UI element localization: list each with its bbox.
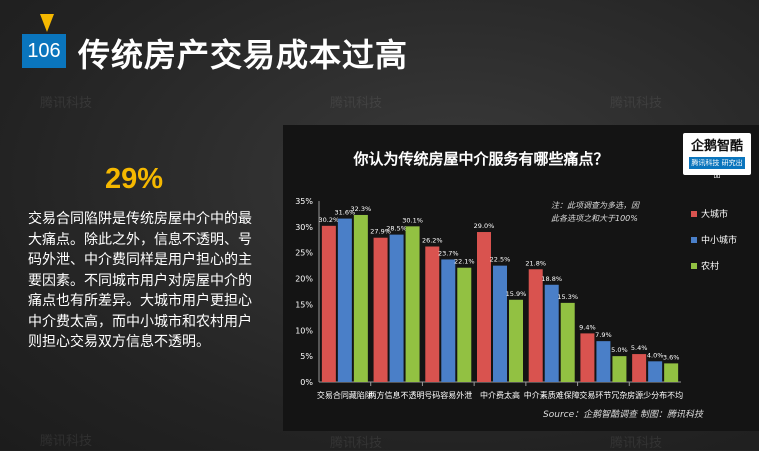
y-tick-label: 25% [295, 249, 313, 258]
data-label: 5.4% [631, 344, 648, 352]
data-label: 21.8% [525, 259, 546, 267]
y-tick-label: 15% [295, 300, 313, 309]
brand-logo: 企鹅智酷 腾讯科技 研究出品 [683, 133, 751, 179]
bar-大城市 [321, 225, 336, 382]
x-tick-label: 号码容易外泄 [424, 390, 472, 400]
bar-中小城市 [337, 218, 352, 382]
bar-大城市 [528, 269, 543, 382]
bar-农村 [664, 363, 679, 382]
data-label: 5.0% [611, 346, 628, 354]
data-label: 7.9% [595, 331, 612, 339]
highlight-percent: 29% [105, 163, 164, 195]
x-tick-label: 房源少分布不均 [627, 390, 683, 400]
legend-swatch-农村 [691, 263, 697, 269]
legend-swatch-大城市 [691, 211, 697, 217]
brand-logo-name: 企鹅智酷 [690, 139, 743, 154]
watermark-text: 腾讯科技 [330, 96, 383, 111]
summary-text: 交易合同陷阱是传统房屋中介中的最大痛点。除此之外，信息不透明、号码外泄、中介费同… [28, 211, 252, 350]
slide-number: 106 [22, 34, 66, 68]
bar-中小城市 [441, 259, 456, 382]
data-label: 32.3% [351, 205, 372, 213]
x-tick-label: 交易环节冗杂 [579, 390, 627, 400]
y-tick-label: 30% [295, 223, 313, 232]
bar-大城市 [632, 354, 647, 382]
x-tick-label: 两方信息不透明 [369, 390, 425, 400]
bar-农村 [612, 356, 627, 382]
bar-农村 [405, 226, 420, 382]
page-title: 传统房产交易成本过高 [78, 36, 409, 74]
data-label: 15.3% [557, 293, 578, 301]
chart-title: 你认为传统房屋中介服务有哪些痛点？ [352, 150, 608, 168]
bar-大城市 [373, 237, 388, 382]
bar-大城市 [425, 246, 440, 382]
bar-中小城市 [648, 361, 663, 382]
watermark-text: 腾讯科技 [40, 96, 93, 111]
bar-中小城市 [544, 284, 559, 382]
data-label: 30.2% [319, 216, 340, 224]
data-label: 23.7% [438, 249, 459, 257]
bar-大城市 [580, 333, 595, 382]
watermark-text: 腾讯科技 [40, 434, 93, 449]
brand-logo-tagline: 腾讯科技 研究出品 [689, 157, 745, 179]
bar-中小城市 [493, 265, 507, 382]
data-label: 28.5% [386, 225, 407, 233]
legend-swatch-中小城市 [691, 237, 697, 243]
x-tick-label: 中介费太高 [480, 390, 520, 400]
legend-label: 中小城市 [701, 234, 737, 246]
bar-chart: 你认为传统房屋中介服务有哪些痛点？ 注：此项调查为多选，因此各选项之和大于100%… [295, 150, 737, 420]
data-label: 22.5% [490, 256, 511, 264]
data-label: 30.1% [402, 216, 423, 224]
chart-panel: 你认为传统房屋中介服务有哪些痛点？ 注：此项调查为多选，因 此各选项之和大于100%… [283, 125, 759, 431]
data-label: 15.9% [506, 290, 527, 298]
x-tick-label: 中介素质难保障 [524, 390, 580, 400]
data-label: 9.4% [579, 323, 596, 331]
data-label: 29.0% [474, 222, 495, 230]
data-label: 3.6% [663, 353, 680, 361]
x-tick-label: 交易合同藏陷阱 [317, 390, 373, 400]
chart-source: Source：企鹅智酷调查 制图：腾讯科技 [543, 409, 704, 420]
data-label: 22.1% [454, 258, 475, 266]
data-label: 4.0% [647, 351, 664, 359]
data-label: 26.2% [422, 237, 443, 245]
data-label: 27.9% [370, 228, 391, 236]
watermark-text: 腾讯科技 [610, 96, 663, 111]
y-tick-label: 35% [295, 197, 313, 206]
y-tick-label: 20% [295, 275, 313, 284]
data-label: 18.8% [541, 275, 562, 283]
legend-label: 农村 [701, 260, 719, 272]
bar-农村 [353, 214, 368, 382]
y-tick-label: 10% [295, 326, 313, 335]
y-tick-label: 5% [300, 352, 313, 361]
bar-中小城市 [596, 341, 611, 382]
chart-note: 此各选项之和大于100% [551, 214, 638, 223]
legend-label: 大城市 [701, 208, 728, 220]
bar-农村 [560, 302, 575, 382]
bar-农村 [457, 267, 472, 382]
slide-number-accent [40, 14, 54, 32]
chart-note: 注：此项调查为多选，因 [551, 201, 640, 210]
bar-中小城市 [389, 234, 404, 382]
watermark-text: 腾讯科技 [610, 436, 663, 451]
watermark-text: 腾讯科技 [330, 436, 383, 451]
bar-大城市 [477, 232, 491, 382]
bar-农村 [509, 299, 523, 382]
y-tick-label: 0% [300, 378, 313, 387]
data-label: 31.6% [335, 209, 356, 217]
